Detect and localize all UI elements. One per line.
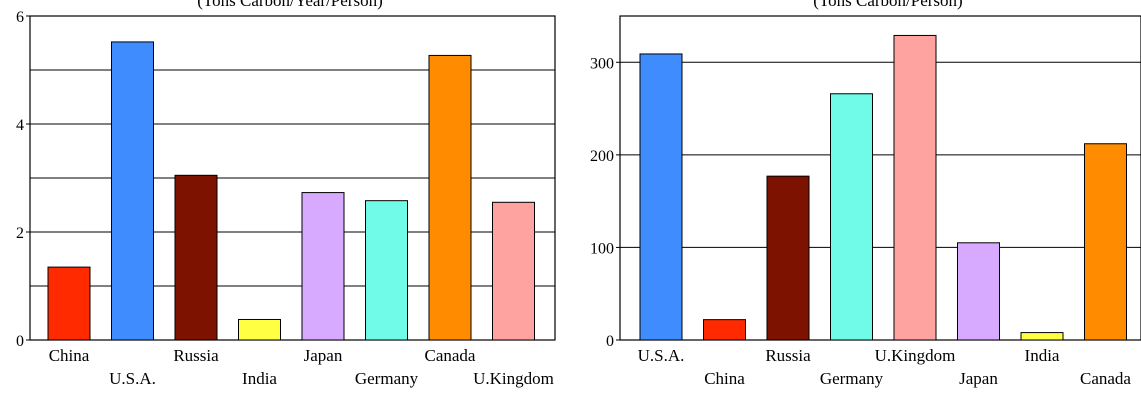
chart-title: (Tons Carbon/Person) (813, 0, 962, 10)
plot-frame (619, 15, 1141, 341)
x-tick-label: Germany (355, 369, 419, 388)
x-tick-label: Japan (304, 346, 343, 365)
x-tick-label: China (704, 369, 745, 388)
bar-usa (111, 41, 154, 341)
x-tick-label: U.Kingdom (473, 369, 554, 388)
x-tick-label: China (49, 346, 90, 365)
chart-title: (Tons Carbon/Year/Person) (197, 0, 382, 10)
chart-annual-emissions: (Tons Carbon/Year/Person) 0 2 4 6 China U.S.A.… (16, 0, 556, 388)
bar-india (238, 318, 281, 341)
bar-russia (174, 174, 218, 341)
x-tick-label: Japan (959, 369, 998, 388)
chart-cumulative-emissions: (Tons Carbon/Person) 0 100 200 300 U.S.A. Chin… (590, 0, 1141, 388)
y-tick-label: 4 (16, 117, 24, 134)
x-tick-label: Germany (820, 369, 884, 388)
y-tick-label: 300 (590, 55, 614, 72)
x-tick-label: Russia (173, 346, 219, 365)
y-tick-label: 0 (606, 333, 614, 350)
bar-russia (766, 175, 810, 341)
x-tick-label: U.Kingdom (875, 346, 956, 365)
x-tick-label: India (1025, 346, 1060, 365)
x-tick-label: Canada (1080, 369, 1131, 388)
x-tick-label: U.S.A. (638, 346, 685, 365)
x-tick-label: U.S.A. (109, 369, 156, 388)
bar-canada (428, 54, 472, 341)
bar-ukingdom (893, 34, 937, 341)
y-tick-label: 0 (16, 333, 24, 350)
x-tick-label: Russia (765, 346, 811, 365)
plot-frame (29, 15, 556, 341)
bar-china (703, 319, 746, 341)
bar-india (1020, 332, 1064, 341)
bar-canada (1084, 143, 1127, 341)
x-tick-label: Canada (425, 346, 476, 365)
bar-japan (301, 192, 345, 341)
bar-germany (830, 93, 873, 341)
x-tick-label: India (242, 369, 277, 388)
bar-japan (957, 242, 1000, 341)
bar-usa (639, 53, 683, 341)
y-tick-label: 6 (16, 9, 24, 26)
bar-china (47, 266, 91, 341)
y-tick-label: 200 (590, 148, 614, 165)
bar-ukingdom (492, 201, 535, 341)
bar-germany (365, 200, 408, 341)
y-tick-label: 2 (16, 225, 24, 242)
y-tick-label: 100 (590, 240, 614, 257)
